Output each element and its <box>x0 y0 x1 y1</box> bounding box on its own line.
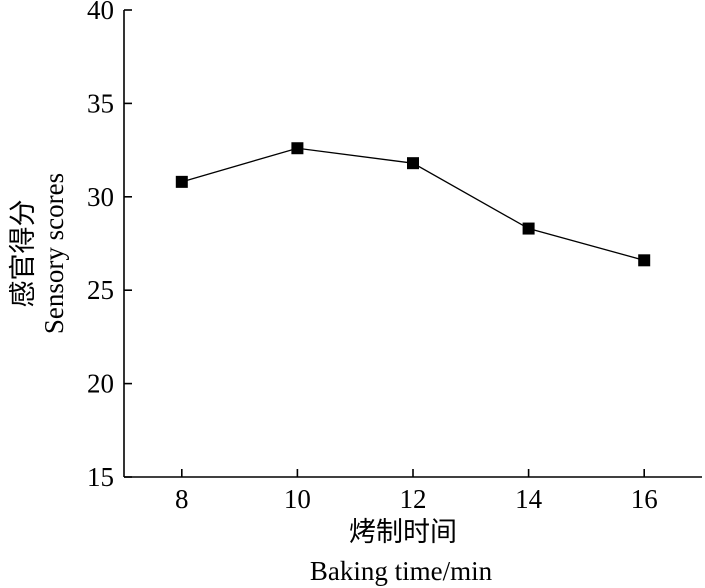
series <box>175 142 651 267</box>
x-tick-label: 10 <box>284 484 311 514</box>
data-point <box>522 222 535 235</box>
y-axis-label: 感官得分 <box>8 200 38 308</box>
y-tick-label: 25 <box>87 275 114 305</box>
y-tick-label: 35 <box>87 88 114 118</box>
y-tick-label: 40 <box>87 0 114 25</box>
y-tick-label: 15 <box>87 462 114 492</box>
axes <box>123 10 702 478</box>
x-tick-label: 16 <box>631 484 658 514</box>
x-ticks: 8 10 12 14 16 <box>175 469 658 514</box>
x-axis-label-en: Baking time/min <box>310 556 493 586</box>
x-axis-label: 烤制时间 <box>349 517 457 547</box>
data-point <box>407 157 419 170</box>
y-tick-label: 30 <box>87 182 114 212</box>
y-tick-label: 20 <box>87 369 114 399</box>
x-tick-label: 14 <box>515 484 543 514</box>
data-point <box>638 254 651 267</box>
x-tick-label: 8 <box>175 484 189 514</box>
y-axis-label-en: Sensory scores <box>39 173 69 334</box>
data-point <box>291 142 304 155</box>
data-point <box>175 175 188 188</box>
x-tick-label: 12 <box>400 484 427 514</box>
y-ticks: 15 20 25 30 35 40 <box>87 0 132 492</box>
